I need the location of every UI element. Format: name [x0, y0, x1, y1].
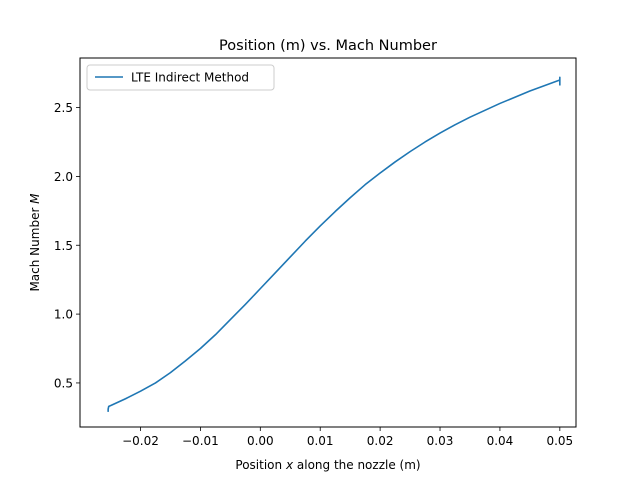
x-tick-label: 0.00 [247, 434, 274, 448]
y-tick-label: 2.5 [54, 101, 73, 115]
x-tick-label: 0.02 [367, 434, 394, 448]
y-tick-label: 1.5 [54, 239, 73, 253]
x-tick-label: −0.02 [122, 434, 159, 448]
legend: LTE Indirect Method [86, 64, 275, 91]
y-tick-label: 0.5 [54, 376, 73, 390]
x-axis-ticks: −0.02 −0.01 0.00 0.01 0.02 0.03 0.04 0.05 [122, 427, 573, 448]
x-axis-label: Position x along the nozzle (m) [235, 458, 420, 472]
x-tick-label: 0.01 [307, 434, 334, 448]
x-tick-label: −0.01 [182, 434, 219, 448]
legend-label: LTE Indirect Method [131, 71, 249, 85]
y-tick-label: 2.0 [54, 170, 73, 184]
x-tick-label: 0.03 [427, 434, 454, 448]
x-tick-label: 0.04 [487, 434, 514, 448]
series-line-0 [107, 76, 561, 412]
x-tick-label: 0.05 [546, 434, 573, 448]
y-axis-label: Mach Number M [28, 193, 42, 292]
plot-area [107, 76, 561, 412]
chart-title: Position (m) vs. Mach Number [219, 38, 437, 54]
axes-frame [79, 57, 577, 428]
y-tick-label: 1.0 [54, 308, 73, 322]
y-axis-ticks: 0.5 1.0 1.5 2.0 2.5 [54, 101, 80, 390]
legend-box [86, 64, 275, 91]
